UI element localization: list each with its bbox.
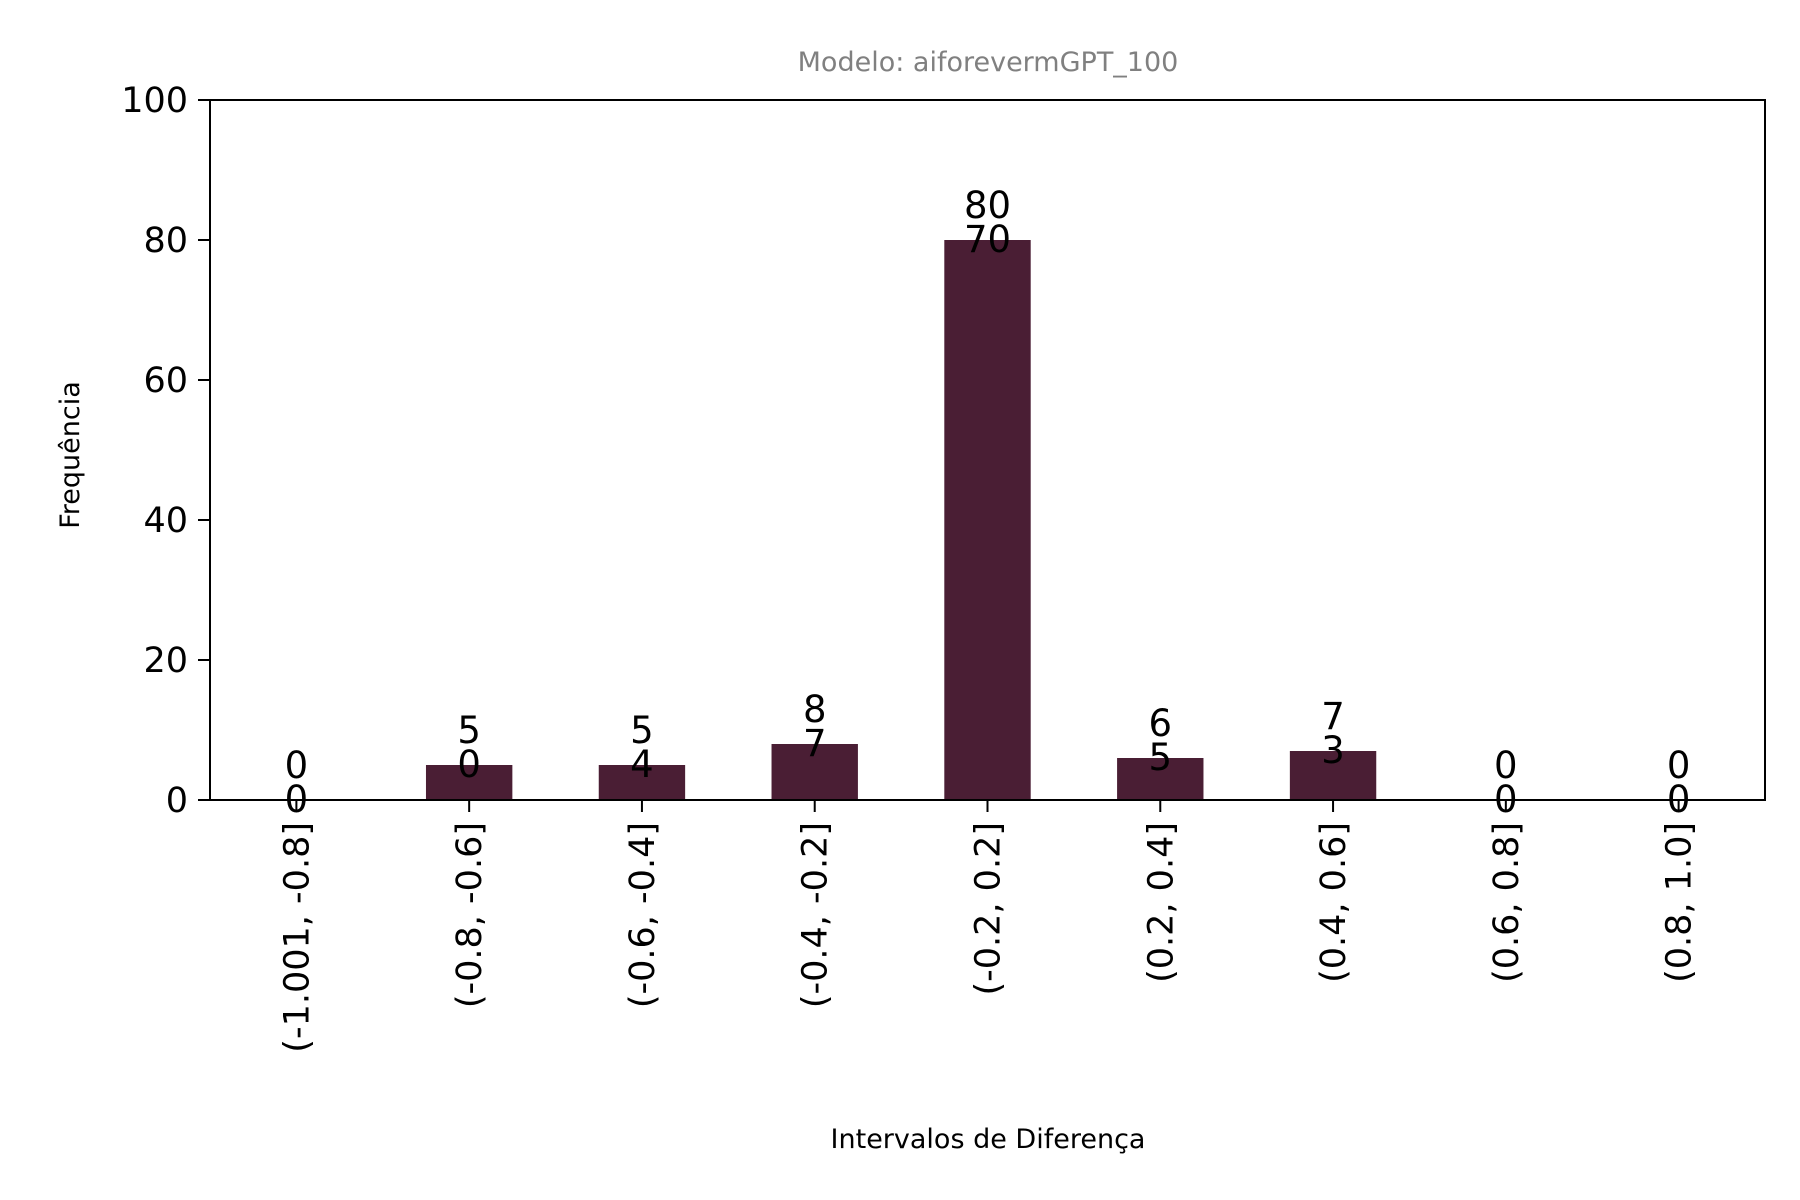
data-label-3: 5 [630,709,654,752]
bar-2 [425,765,513,800]
y-tick-label-0: 0 [166,781,188,821]
bar-4 [771,744,858,800]
x-tick-label-4: (-0.4, -0.2] [796,822,836,1008]
x-tick-label-9: (0.8, 1.0] [1660,822,1700,983]
y-tick-label-100: 100 [121,81,188,121]
bar-3 [598,765,686,800]
y-tick-label-60: 60 [143,361,188,401]
secondary-label-4: 7 [803,722,827,765]
secondary-label-1: 0 [285,778,309,821]
x-tick-label-5: (-0.2, 0.2] [969,822,1009,996]
y-tick-label-20: 20 [143,641,188,681]
secondary-label-5: 70 [964,218,1011,261]
y-axis-label: Frequência [55,381,86,529]
data-label-1: 0 [285,744,309,787]
data-label-5: 80 [964,184,1011,227]
x-tick-label-3: (-0.6, -0.4] [623,822,663,1008]
secondary-label-3: 4 [630,743,654,786]
bar-6 [1117,758,1204,800]
data-label-9: 0 [1667,744,1691,787]
data-label-7: 7 [1321,695,1345,738]
data-label-4: 8 [803,688,827,731]
y-tick-label-80: 80 [143,221,188,261]
y-tick-label-40: 40 [143,501,188,541]
data-label-6: 6 [1149,702,1173,745]
data-label-8: 0 [1494,744,1518,787]
x-tick-label-6: (0.2, 0.4] [1141,822,1181,983]
x-tick-label-1: (-1.001, -0.8] [277,822,317,1053]
secondary-label-7: 3 [1321,729,1345,772]
secondary-label-2: 0 [457,743,481,786]
secondary-label-9: 0 [1667,778,1691,821]
bar-7 [1289,751,1377,800]
x-tick-label-2: (-0.8, -0.6] [450,822,490,1008]
data-label-2: 5 [457,709,481,752]
x-tick-label-7: (0.4, 0.6] [1314,822,1354,983]
chart-title: Modelo: aiforevermGPT_100 [798,47,1179,78]
x-axis-label: Intervalos de Diferença [831,1124,1146,1155]
bar-5 [944,240,1031,800]
x-tick-label-8: (0.6, 0.8] [1487,822,1527,983]
secondary-label-8: 0 [1494,778,1518,821]
secondary-label-6: 5 [1149,736,1173,779]
